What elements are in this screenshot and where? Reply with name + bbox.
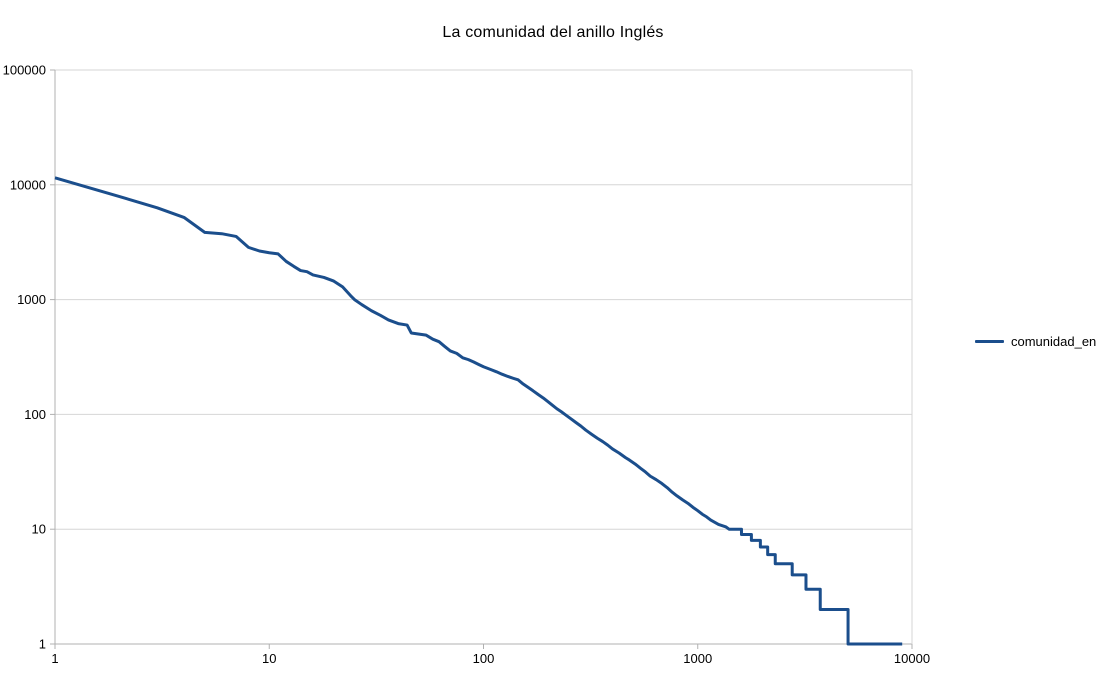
x-tick-label: 10 — [262, 651, 276, 666]
x-tick-label: 100 — [473, 651, 495, 666]
y-tick-label: 1 — [39, 637, 46, 652]
y-tick-label: 1000 — [17, 292, 46, 307]
x-tick-label: 10000 — [894, 651, 930, 666]
y-tick-label: 10000 — [10, 177, 46, 192]
x-tick-label: 1000 — [683, 651, 712, 666]
legend: comunidad_en — [975, 334, 1096, 349]
y-tick-label: 10 — [32, 522, 46, 537]
x-tick-label: 1 — [51, 651, 58, 666]
legend-series-label: comunidad_en — [1011, 334, 1097, 349]
y-tick-label: 100000 — [3, 63, 46, 78]
y-tick-label: 100 — [24, 407, 46, 422]
series-line-comunidad_en — [54, 176, 903, 646]
chart-title: La comunidad del anillo Inglés — [442, 24, 664, 41]
legend-line-sample — [975, 340, 1004, 343]
